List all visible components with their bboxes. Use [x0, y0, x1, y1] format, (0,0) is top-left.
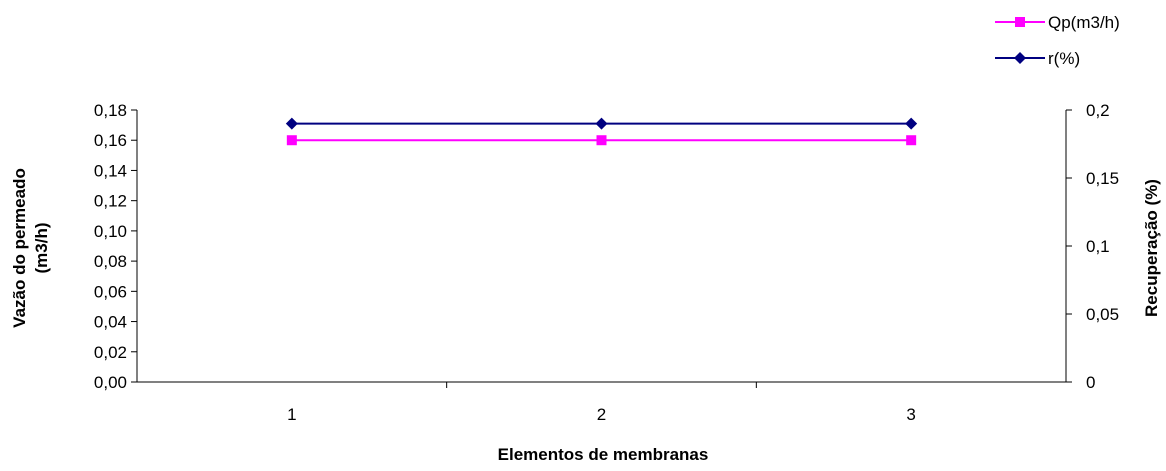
data-point-square	[1015, 17, 1025, 27]
x-axis-tick-label: 2	[597, 405, 606, 424]
x-axis-title: Elementos de membranas	[498, 445, 709, 464]
data-point-square	[596, 135, 607, 146]
left-axis-tick-label: 0,00	[94, 373, 127, 392]
series-qp	[286, 135, 917, 146]
legend-label: r(%)	[1048, 49, 1080, 68]
left-axis-tick-label: 0,08	[94, 252, 127, 271]
legend-label: Qp(m3/h)	[1048, 13, 1120, 32]
right-axis-tick-label: 0,2	[1086, 101, 1110, 120]
data-point-square	[906, 135, 917, 146]
data-point-square	[286, 135, 297, 146]
series-r	[285, 117, 918, 130]
legend-item: Qp(m3/h)	[995, 13, 1120, 32]
left-axis-title-line1: Vazão do permeado	[10, 168, 29, 328]
x-axis-tick-label: 3	[906, 405, 915, 424]
right-axis-tick-label: 0,15	[1086, 169, 1119, 188]
left-axis-tick-label: 0,14	[94, 161, 127, 180]
data-point-diamond	[905, 117, 918, 130]
legend-item: r(%)	[995, 49, 1080, 68]
data-point-diamond	[1014, 52, 1026, 64]
left-axis-tick-label: 0,02	[94, 343, 127, 362]
right-axis-tick-label: 0	[1086, 373, 1095, 392]
left-axis-title-line2: (m3/h)	[32, 223, 51, 274]
x-axis-tick-label: 1	[287, 405, 296, 424]
left-axis-tick-label: 0,12	[94, 192, 127, 211]
data-point-diamond	[285, 117, 298, 130]
left-axis-tick-label: 0,04	[94, 313, 127, 332]
left-axis-tick-label: 0,16	[94, 131, 127, 150]
right-axis-title: Recuperação (%)	[1142, 179, 1161, 317]
left-axis-tick-label: 0,06	[94, 282, 127, 301]
data-point-diamond	[595, 117, 608, 130]
right-axis-tick-label: 0,1	[1086, 237, 1110, 256]
left-axis-tick-label: 0,10	[94, 222, 127, 241]
left-axis-tick-label: 0,18	[94, 101, 127, 120]
right-axis-tick-label: 0,05	[1086, 305, 1119, 324]
